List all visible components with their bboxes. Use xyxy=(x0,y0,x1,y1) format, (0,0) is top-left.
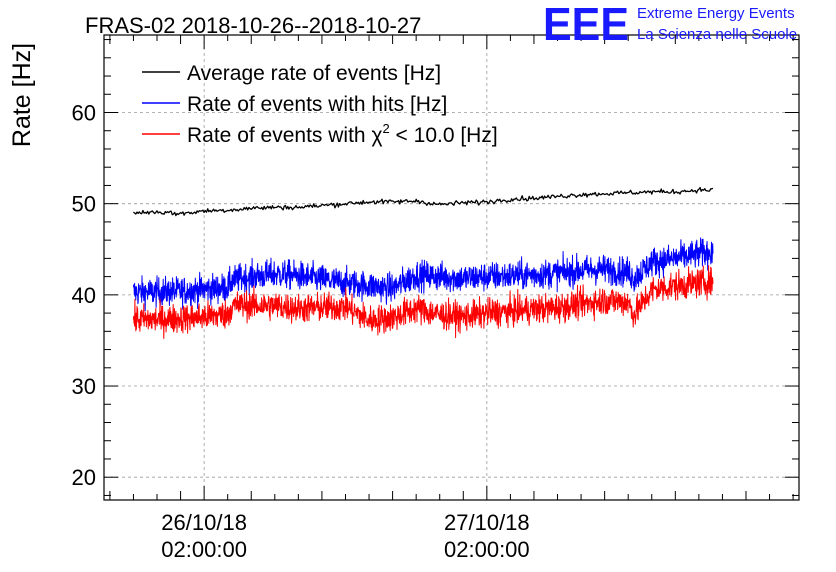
tick-layer: 203040506026/10/1802:00:0027/10/1802:00:… xyxy=(72,35,799,562)
x-tick-label-time: 02:00:00 xyxy=(444,537,530,562)
y-axis-label: Rate [Hz] xyxy=(8,43,36,147)
legend-chi2-suffix: < 10.0 [Hz] xyxy=(390,124,498,147)
logo-letters: EEE xyxy=(543,0,629,50)
series-line-2 xyxy=(132,265,714,339)
x-tick-label-time: 02:00:00 xyxy=(161,537,247,562)
y-tick-label: 20 xyxy=(72,465,96,490)
series-layer xyxy=(132,186,714,339)
chart-title: FRAS-02 2018-10-26--2018-10-27 xyxy=(85,13,421,38)
legend-label-average: Average rate of events [Hz] xyxy=(187,62,441,85)
legend-label-hits: Rate of events with hits [Hz] xyxy=(187,93,447,116)
logo-line-2: La Scienza nelle Scuole xyxy=(637,26,797,43)
plot-frame xyxy=(103,34,800,501)
legend-chi2-superscript: 2 xyxy=(382,121,389,136)
y-tick-label: 50 xyxy=(72,192,96,217)
series-line-0 xyxy=(133,186,714,217)
x-tick-label-date: 27/10/18 xyxy=(444,510,530,535)
series-line-1 xyxy=(132,237,714,312)
eee-logo: EEE Extreme Energy Events La Scienza nel… xyxy=(543,0,797,50)
y-tick-label: 30 xyxy=(72,374,96,399)
legend-chi2-prefix: Rate of events with xyxy=(187,124,371,147)
y-tick-label: 40 xyxy=(72,283,96,308)
legend-label-chi2: Rate of events with χ2 < 10.0 [Hz] xyxy=(187,121,498,147)
logo-line-1: Extreme Energy Events xyxy=(637,5,795,22)
legend-chi2-symbol: χ xyxy=(371,124,382,147)
y-tick-label: 60 xyxy=(72,101,96,126)
legend: Average rate of events [Hz] Rate of even… xyxy=(142,62,498,147)
x-tick-label-date: 26/10/18 xyxy=(161,510,247,535)
